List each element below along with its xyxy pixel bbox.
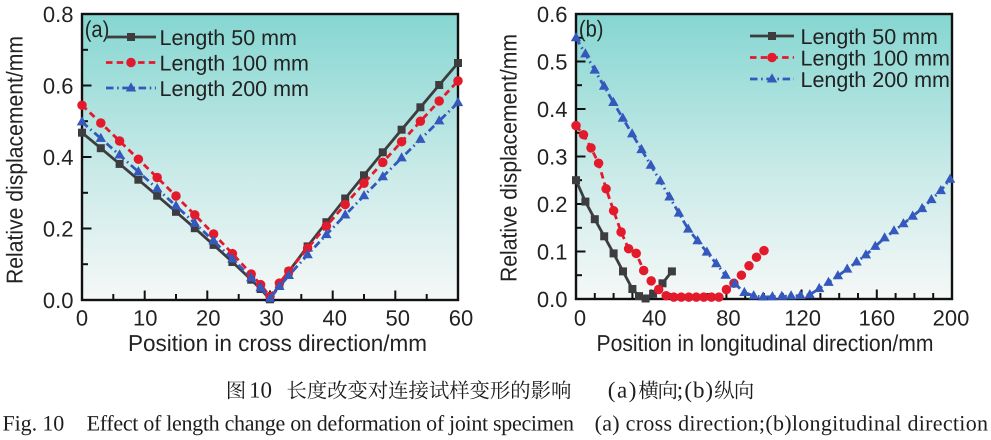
svg-text:120: 120	[784, 306, 821, 331]
svg-text:Effect of length change on def: Effect of length change on deformation o…	[87, 411, 574, 436]
svg-text:Length 50 mm: Length 50 mm	[801, 25, 938, 49]
svg-text:10: 10	[133, 306, 157, 331]
svg-text:Relative displacement/mm: Relative displacement/mm	[496, 34, 522, 282]
svg-text:0.0: 0.0	[537, 287, 568, 312]
svg-text:0.6: 0.6	[43, 74, 74, 99]
svg-text:;: ;	[677, 378, 683, 403]
svg-text:40: 40	[322, 306, 346, 331]
svg-text:60: 60	[449, 306, 473, 331]
svg-text:0.6: 0.6	[537, 2, 568, 27]
svg-text:0.4: 0.4	[43, 145, 74, 170]
svg-text:0: 0	[76, 306, 88, 331]
svg-text:Length 100 mm: Length 100 mm	[160, 52, 309, 76]
svg-text:0.8: 0.8	[43, 2, 74, 27]
svg-text:20: 20	[196, 306, 220, 331]
svg-text:(a): (a)	[608, 378, 637, 403]
svg-text:(b): (b)	[579, 16, 604, 42]
svg-text:10: 10	[249, 378, 272, 403]
svg-text:Relative displacement/mm: Relative displacement/mm	[2, 36, 28, 284]
svg-text:50: 50	[386, 306, 410, 331]
svg-text:40: 40	[642, 306, 666, 331]
svg-text:0.4: 0.4	[537, 97, 568, 122]
svg-text:160: 160	[858, 306, 895, 331]
svg-text:0.2: 0.2	[43, 217, 74, 242]
svg-text:80: 80	[716, 306, 740, 331]
svg-text:(a) cross direction;(b)longitu: (a) cross direction;(b)longitudinal dire…	[595, 411, 988, 436]
svg-text:Position in cross direction/mm: Position in cross direction/mm	[128, 330, 427, 356]
svg-text:0.1: 0.1	[537, 240, 568, 265]
svg-text:Fig. 10: Fig. 10	[3, 411, 65, 436]
svg-text:0.3: 0.3	[537, 145, 568, 170]
svg-text:Length 200 mm: Length 200 mm	[801, 68, 950, 92]
svg-text:Length 50 mm: Length 50 mm	[160, 26, 297, 50]
svg-text:0: 0	[574, 306, 586, 331]
svg-text:Length 200 mm: Length 200 mm	[160, 77, 309, 101]
svg-text:0.5: 0.5	[537, 50, 568, 75]
svg-text:0.2: 0.2	[537, 192, 568, 217]
svg-text:(b): (b)	[684, 378, 713, 403]
svg-text:(a): (a)	[85, 16, 110, 42]
svg-text:Length 100 mm: Length 100 mm	[801, 47, 950, 71]
svg-text:Position in longitudinal direc: Position in longitudinal direction/mm	[597, 330, 934, 356]
svg-text:0.0: 0.0	[43, 288, 74, 313]
svg-text:200: 200	[933, 306, 970, 331]
svg-text:30: 30	[259, 306, 283, 331]
